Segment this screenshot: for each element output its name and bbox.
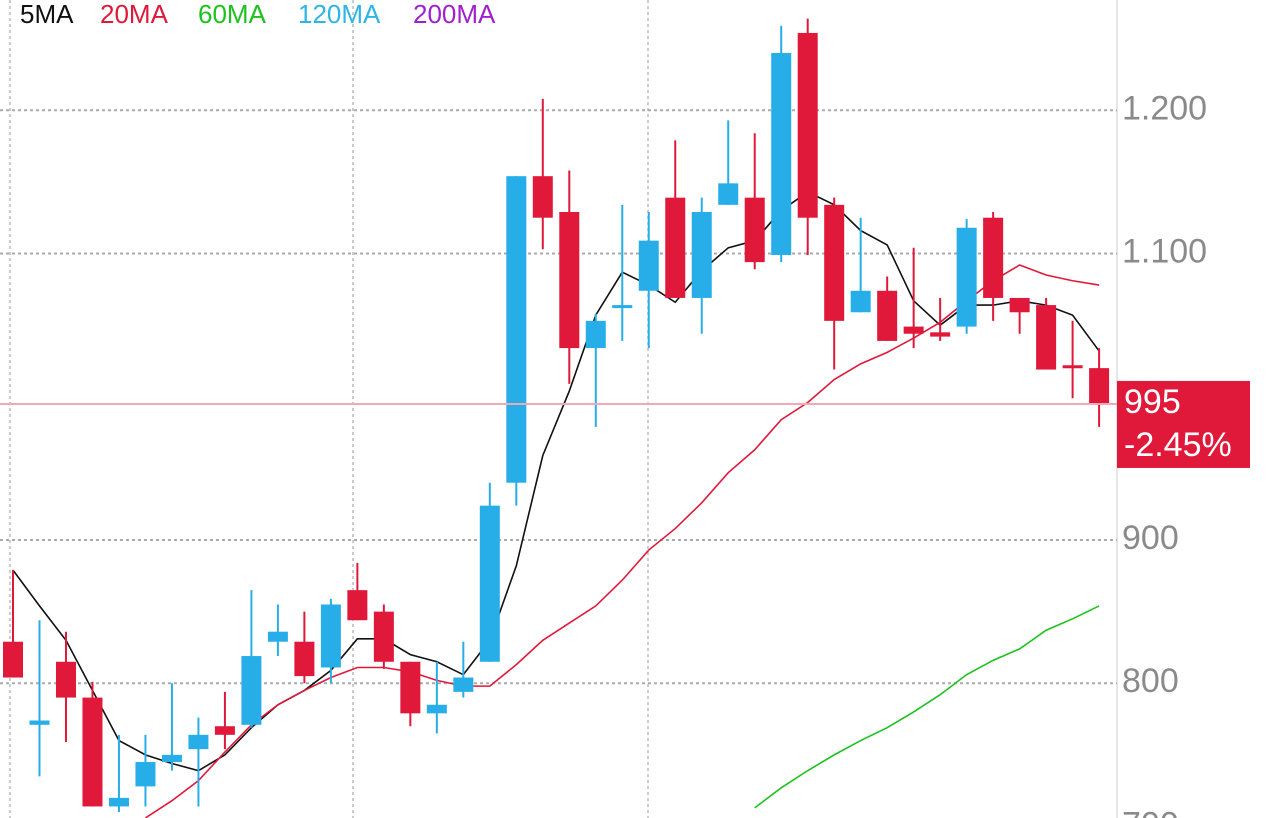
candle-body	[718, 183, 739, 205]
candle-body	[241, 656, 262, 725]
y-tick-label: 900	[1122, 519, 1179, 557]
candle-body	[426, 704, 447, 714]
candle-body	[771, 52, 792, 255]
legend-entry: 5MA	[20, 0, 74, 29]
candle-body	[1062, 365, 1083, 369]
candle-body	[612, 305, 633, 309]
candle-body	[161, 754, 182, 763]
y-tick-label: 700	[1122, 805, 1179, 818]
candle-body	[82, 697, 103, 807]
candle-body	[850, 290, 871, 313]
candle-body	[1009, 297, 1030, 313]
candle-body	[532, 176, 553, 218]
candle-body	[691, 211, 712, 298]
ma-line	[12, 191, 1100, 772]
y-tick-label: 800	[1122, 662, 1179, 700]
candle-body	[1036, 305, 1057, 370]
ma-line	[754, 605, 1100, 809]
legend-entry: 20MA	[100, 0, 169, 29]
candle-body	[824, 204, 845, 321]
candle-body	[930, 332, 951, 337]
candle-body	[214, 726, 235, 735]
candle-body	[320, 604, 341, 668]
candle-body	[294, 641, 315, 677]
candle-body	[903, 326, 924, 334]
candle-body	[29, 720, 50, 725]
candle-body	[108, 797, 129, 807]
candle-body	[956, 227, 977, 327]
labels: 700 800 900 1.100 1.200 5MA 20MA 60MA 120MA 200MA…	[20, 0, 1250, 818]
candle-body	[347, 590, 368, 621]
last-change-label: -2.45%	[1124, 426, 1232, 464]
candle-body	[983, 217, 1004, 298]
candle-body	[55, 661, 76, 698]
candle-body	[638, 240, 659, 291]
candle-body	[506, 176, 527, 483]
marks	[0, 18, 1117, 818]
candle-body	[744, 197, 765, 263]
candle-body	[585, 320, 606, 349]
candle-body	[400, 661, 421, 714]
candle-body	[3, 641, 23, 678]
candle-body	[267, 631, 288, 642]
y-tick-label: 1.100	[1122, 233, 1207, 271]
candle-body	[877, 290, 898, 341]
y-tick-label: 1.200	[1122, 89, 1207, 127]
candle-body	[479, 505, 500, 662]
price-box	[1117, 380, 1250, 468]
candle-body	[453, 677, 474, 692]
candle-body	[188, 734, 209, 750]
legend-entry: 60MA	[198, 0, 267, 29]
candle-body	[665, 197, 686, 298]
candle-body	[797, 32, 818, 218]
candle-body	[373, 611, 394, 662]
legend-entry: 120MA	[298, 0, 381, 29]
grid	[0, 109, 1117, 685]
candle-body	[135, 762, 156, 787]
last-price-label: 995	[1124, 383, 1181, 421]
candle-body	[559, 211, 580, 349]
legend-entry: 200MA	[413, 0, 496, 29]
candle-body	[1089, 368, 1110, 404]
